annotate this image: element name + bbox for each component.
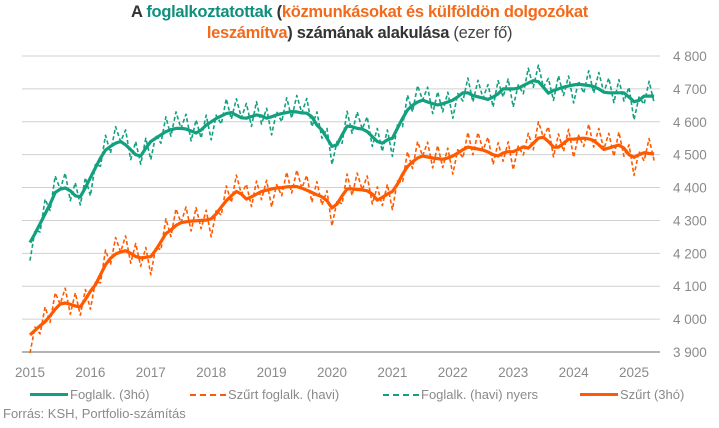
- x-tick-label: 2015: [15, 365, 45, 380]
- title-line-1: A foglalkoztatottak (közmunkásokat és kü…: [0, 2, 719, 23]
- legend-item-szurt-havi: Szűrt foglalk. (havi): [190, 387, 339, 402]
- y-tick-label: 4 700: [673, 82, 707, 97]
- title-text: ) számának alakulása: [287, 24, 450, 42]
- y-tick-label: 4 800: [673, 49, 707, 64]
- y-tick-label: 4 600: [673, 115, 707, 130]
- x-tick-label: 2021: [377, 365, 407, 380]
- line-chart: 3 900 4 000 4 100 4 200 4 300 4 400 4 500 4 600…: [15, 49, 707, 380]
- x-tick-label: 2020: [317, 365, 347, 380]
- x-tick-label: 2016: [75, 365, 105, 380]
- chart-title: A foglalkoztatottak (közmunkásokat és kü…: [0, 2, 719, 44]
- title-line-2: leszámítva) számának alakulása (ezer fő): [0, 23, 719, 44]
- gridlines: [22, 55, 660, 353]
- y-axis-ticks: 3 900 4 000 4 100 4 200 4 300 4 400 4 500 4 600…: [673, 49, 707, 360]
- legend-item-szurt-3ho: Szűrt (3hó): [580, 387, 684, 402]
- y-tick-label: 3 900: [673, 345, 707, 360]
- legend-swatch-dashed-green: [383, 393, 419, 396]
- title-unit: (ezer fő): [449, 24, 513, 42]
- title-text: (: [272, 3, 283, 21]
- legend: Foglalk. (3hó) Szűrt foglalk. (havi) Fog…: [0, 387, 719, 405]
- series-lines: [28, 64, 655, 354]
- x-tick-label: 2024: [559, 365, 590, 380]
- legend-label: Szűrt (3hó): [620, 387, 685, 402]
- x-tick-label: 2022: [438, 365, 468, 380]
- x-axis-ticks: 2015 2016 2017 2018 2019 2020 2021 2022 2023 2024…: [15, 365, 649, 380]
- legend-swatch-solid-orange: [580, 393, 618, 396]
- legend-item-foglalk-havi-nyers: Foglalk. (havi) nyers: [383, 387, 538, 402]
- title-highlight-employed: foglalkoztatottak: [146, 3, 273, 21]
- series-line-szűrt-3hó: [28, 135, 655, 337]
- title-highlight-excluded: leszámítva: [206, 24, 288, 42]
- legend-swatch-solid-green: [30, 393, 68, 396]
- y-tick-label: 4 500: [673, 148, 707, 163]
- legend-label: Szűrt foglalk. (havi): [228, 387, 340, 402]
- source-note: Forrás: KSH, Portfolio-számítás: [3, 406, 186, 421]
- series-line-szűrt-foglalk-havi: [29, 121, 655, 354]
- y-tick-label: 4 300: [673, 213, 707, 228]
- x-tick-label: 2025: [619, 365, 649, 380]
- y-tick-label: 4 100: [673, 279, 707, 294]
- x-tick-label: 2019: [257, 365, 287, 380]
- x-tick-label: 2018: [196, 365, 226, 380]
- y-tick-label: 4 200: [673, 246, 707, 261]
- legend-swatch-dashed-orange: [190, 393, 226, 396]
- title-highlight-excluded: közmunkásokat és külföldön dolgozókat: [281, 3, 588, 21]
- x-tick-label: 2023: [498, 365, 528, 380]
- y-tick-label: 4 000: [673, 312, 707, 327]
- legend-label: Foglalk. (3hó): [70, 387, 150, 402]
- series-line-foglalk-3hó: [28, 79, 655, 244]
- legend-label: Foglalk. (havi) nyers: [421, 387, 539, 402]
- y-tick-label: 4 400: [673, 181, 707, 196]
- series-line-foglalk-havi-nyers: [29, 64, 655, 261]
- legend-item-foglalk-3ho: Foglalk. (3hó): [30, 387, 149, 402]
- title-text: A: [131, 3, 147, 21]
- x-tick-label: 2017: [136, 365, 166, 380]
